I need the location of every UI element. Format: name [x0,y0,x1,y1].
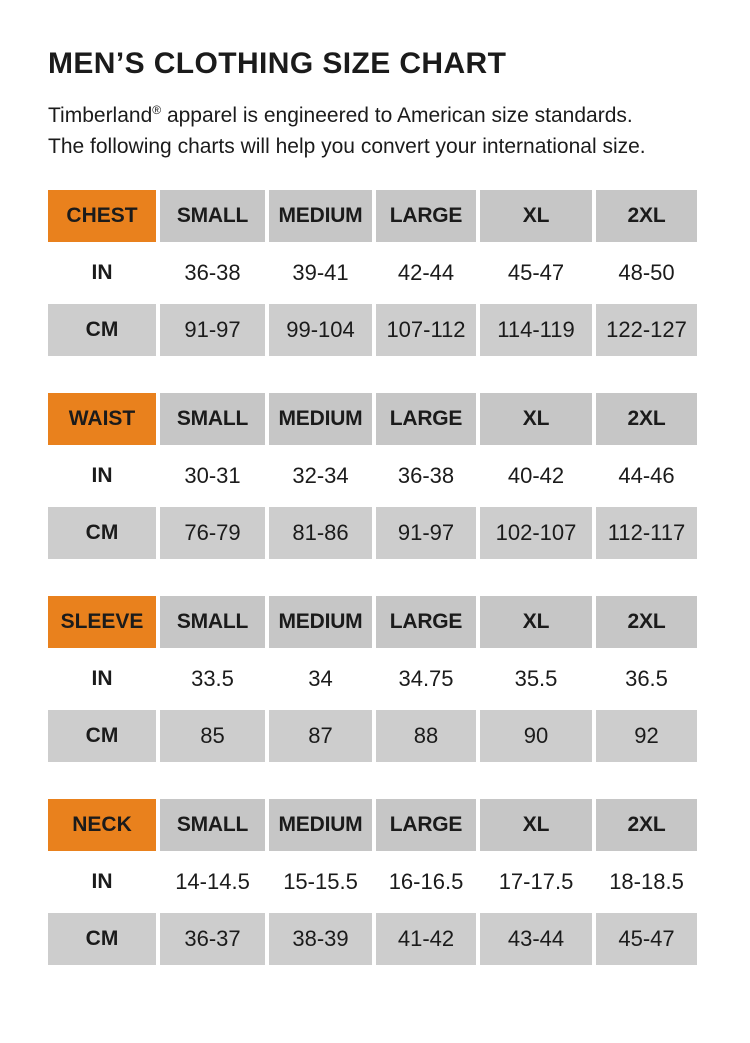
neck-in-small: 14-14.5 [175,869,250,894]
sleeve-in-small: 33.5 [191,666,234,691]
unit-label-in: IN [91,464,113,487]
table-header-row: CHEST SMALL MEDIUM LARGE XL 2XL [48,190,697,242]
inches-row: IN 33.5 34 34.75 35.5 36.5 [48,652,697,706]
column-header-small: SMALL [160,596,265,648]
neck-in-2xl: 18-18.5 [609,869,684,894]
sleeve-cm-2xl: 92 [596,710,697,762]
sleeve-in-medium: 34 [308,666,333,691]
size-table-neck: NECK SMALL MEDIUM LARGE XL 2XL IN 14-14.… [44,795,701,969]
column-header-large: LARGE [376,799,476,851]
waist-in-2xl: 44-46 [618,463,675,488]
chest-in-medium: 39-41 [292,260,349,285]
unit-label-in: IN [91,667,113,690]
measure-label-waist: WAIST [48,393,156,445]
sleeve-in-2xl: 36.5 [625,666,668,691]
chest-cm-2xl: 122-127 [596,304,697,356]
inches-row: IN 14-14.5 15-15.5 16-16.5 17-17.5 18-18… [48,855,697,909]
chest-in-small: 36-38 [184,260,241,285]
table-header-row: WAIST SMALL MEDIUM LARGE XL 2XL [48,393,697,445]
waist-in-xl: 40-42 [507,463,565,488]
waist-cm-medium: 81-86 [269,507,372,559]
column-header-medium: MEDIUM [269,596,372,648]
unit-label-in: IN [91,870,113,893]
waist-cm-small: 76-79 [160,507,265,559]
column-header-medium: MEDIUM [269,393,372,445]
sleeve-cm-xl: 90 [480,710,592,762]
measure-label-sleeve: SLEEVE [48,596,156,648]
table-header-row: NECK SMALL MEDIUM LARGE XL 2XL [48,799,697,851]
chest-cm-medium: 99-104 [269,304,372,356]
size-chart-page: MEN’S CLOTHING SIZE CHART Timberland® ap… [44,47,701,969]
neck-cm-medium: 38-39 [269,913,372,965]
neck-in-xl: 17-17.5 [498,869,574,894]
inches-row: IN 30-31 32-34 36-38 40-42 44-46 [48,449,697,503]
measure-label-chest: CHEST [48,190,156,242]
waist-cm-large: 91-97 [376,507,476,559]
sleeve-cm-large: 88 [376,710,476,762]
column-header-xl: XL [480,190,592,242]
neck-cm-xl: 43-44 [480,913,592,965]
neck-cm-2xl: 45-47 [596,913,697,965]
column-header-xl: XL [480,393,592,445]
sleeve-cm-medium: 87 [269,710,372,762]
unit-label-cm: CM [48,507,156,559]
page-title: MEN’S CLOTHING SIZE CHART [48,47,507,80]
waist-in-small: 30-31 [184,463,241,488]
column-header-large: LARGE [376,596,476,648]
table-header-row: SLEEVE SMALL MEDIUM LARGE XL 2XL [48,596,697,648]
column-header-medium: MEDIUM [269,799,372,851]
inches-row: IN 36-38 39-41 42-44 45-47 48-50 [48,246,697,300]
unit-label-cm: CM [48,710,156,762]
column-header-xl: XL [480,596,592,648]
column-header-large: LARGE [376,190,476,242]
column-header-medium: MEDIUM [269,190,372,242]
intro-text: apparel is engineered to American size s… [48,104,646,158]
centimeters-row: CM 85 87 88 90 92 [48,710,697,762]
sleeve-in-xl: 35.5 [514,666,558,691]
chest-cm-xl: 114-119 [480,304,592,356]
centimeters-row: CM 91-97 99-104 107-112 114-119 122-127 [48,304,697,356]
size-table-sleeve: SLEEVE SMALL MEDIUM LARGE XL 2XL IN 33.5… [44,592,701,766]
column-header-2xl: 2XL [596,393,697,445]
chest-in-large: 42-44 [397,260,455,285]
chest-cm-small: 91-97 [160,304,265,356]
unit-label-cm: CM [48,913,156,965]
waist-cm-2xl: 112-117 [596,507,697,559]
column-header-xl: XL [480,799,592,851]
registered-trademark-symbol: ® [152,103,162,117]
size-table-waist: WAIST SMALL MEDIUM LARGE XL 2XL IN 30-31… [44,389,701,563]
neck-cm-large: 41-42 [376,913,476,965]
sleeve-in-large: 34.75 [398,666,454,691]
intro-paragraph: Timberland® apparel is engineered to Ame… [48,100,648,162]
unit-label-in: IN [91,261,113,284]
size-table-chest: CHEST SMALL MEDIUM LARGE XL 2XL IN 36-38… [44,186,701,360]
column-header-small: SMALL [160,799,265,851]
chest-in-2xl: 48-50 [618,260,675,285]
brand-name: Timberland [48,104,153,127]
waist-cm-xl: 102-107 [480,507,592,559]
column-header-small: SMALL [160,190,265,242]
neck-in-large: 16-16.5 [388,869,464,894]
waist-in-medium: 32-34 [292,463,349,488]
column-header-2xl: 2XL [596,190,697,242]
column-header-large: LARGE [376,393,476,445]
column-header-2xl: 2XL [596,799,697,851]
chest-in-xl: 45-47 [507,260,565,285]
neck-cm-small: 36-37 [160,913,265,965]
centimeters-row: CM 76-79 81-86 91-97 102-107 112-117 [48,507,697,559]
neck-in-medium: 15-15.5 [283,869,358,894]
column-header-2xl: 2XL [596,596,697,648]
measure-label-neck: NECK [48,799,156,851]
unit-label-cm: CM [48,304,156,356]
waist-in-large: 36-38 [397,463,455,488]
sleeve-cm-small: 85 [160,710,265,762]
chest-cm-large: 107-112 [376,304,476,356]
centimeters-row: CM 36-37 38-39 41-42 43-44 45-47 [48,913,697,965]
column-header-small: SMALL [160,393,265,445]
